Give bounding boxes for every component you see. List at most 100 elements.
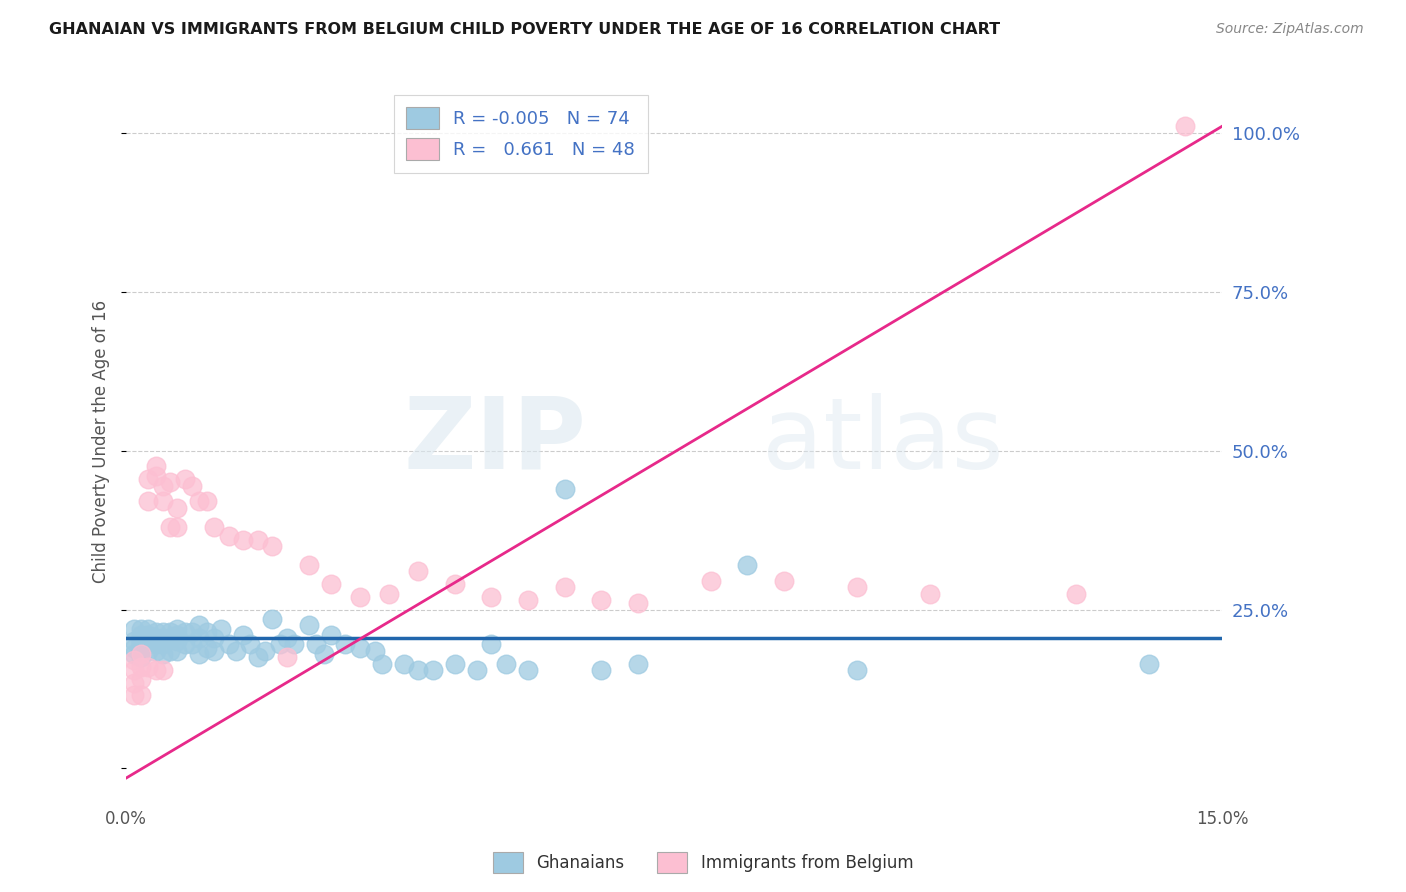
Point (589, 593, 612, 607)
Y-axis label: Child Poverty Under the Age of 16: Child Poverty Under the Age of 16 (93, 300, 110, 582)
Point (145, 631, 167, 645)
Point (152, 624, 174, 639)
Point (145, 644, 167, 658)
Point (152, 663, 174, 677)
Point (136, 472, 159, 486)
Point (166, 622, 188, 636)
Point (1064, 586, 1087, 600)
Point (129, 638, 152, 652)
Point (166, 520, 188, 534)
Point (319, 577, 342, 591)
Text: Source: ZipAtlas.com: Source: ZipAtlas.com (1216, 22, 1364, 37)
Point (122, 653, 145, 667)
Point (305, 638, 328, 652)
Point (772, 574, 794, 588)
Legend: R = -0.005   N = 74, R =   0.661   N = 48: R = -0.005 N = 74, R = 0.661 N = 48 (394, 95, 648, 173)
Point (444, 577, 467, 591)
Point (232, 628, 254, 642)
Point (188, 631, 211, 645)
Point (262, 539, 284, 553)
Point (181, 478, 204, 492)
Point (262, 612, 284, 626)
Point (246, 533, 269, 547)
Point (129, 644, 152, 658)
Point (188, 618, 211, 632)
Point (188, 494, 211, 508)
Point (1137, 657, 1160, 671)
Point (195, 624, 218, 639)
Point (145, 469, 167, 483)
Point (371, 657, 394, 671)
Point (152, 638, 174, 652)
Point (122, 647, 145, 661)
Point (129, 647, 152, 661)
Point (269, 638, 291, 652)
Point (159, 644, 181, 658)
Point (152, 631, 174, 645)
Point (122, 689, 145, 703)
Point (136, 631, 159, 645)
Text: ZIP: ZIP (404, 392, 586, 490)
Point (319, 628, 342, 642)
Text: atlas: atlas (762, 392, 1004, 490)
Point (218, 529, 240, 543)
Point (136, 628, 159, 642)
Point (517, 663, 540, 677)
Point (626, 657, 648, 671)
Point (122, 634, 145, 648)
Point (335, 638, 357, 652)
Point (145, 663, 167, 677)
Point (918, 586, 941, 600)
Point (276, 650, 298, 665)
Point (195, 494, 218, 508)
Point (129, 673, 152, 687)
Point (136, 659, 159, 673)
Point (152, 647, 174, 661)
Point (1174, 120, 1197, 134)
Point (626, 596, 648, 610)
Point (408, 565, 430, 579)
Point (129, 689, 152, 703)
Point (408, 663, 430, 677)
Point (699, 574, 721, 588)
Point (312, 647, 335, 661)
Point (202, 520, 225, 534)
Point (195, 640, 218, 655)
Point (173, 638, 195, 652)
Point (392, 657, 415, 671)
Point (276, 631, 298, 645)
Point (225, 644, 247, 658)
Point (444, 657, 467, 671)
Point (589, 663, 612, 677)
Point (129, 659, 152, 673)
Point (166, 500, 188, 515)
Point (422, 663, 444, 677)
Point (298, 558, 321, 572)
Point (159, 631, 181, 645)
Point (129, 634, 152, 648)
Point (202, 631, 225, 645)
Point (188, 647, 211, 661)
Point (129, 622, 152, 636)
Point (465, 663, 488, 677)
Point (129, 650, 152, 665)
Point (129, 628, 152, 642)
Point (298, 618, 321, 632)
Point (173, 472, 195, 486)
Point (218, 638, 240, 652)
Point (554, 482, 576, 496)
Point (122, 640, 145, 655)
Point (166, 628, 188, 642)
Point (136, 644, 159, 658)
Point (517, 593, 540, 607)
Point (181, 624, 204, 639)
Point (122, 663, 145, 677)
Point (152, 478, 174, 492)
Point (495, 657, 517, 671)
Point (239, 638, 262, 652)
Point (152, 494, 174, 508)
Point (122, 675, 145, 690)
Point (246, 650, 269, 665)
Point (363, 644, 385, 658)
Point (349, 640, 371, 655)
